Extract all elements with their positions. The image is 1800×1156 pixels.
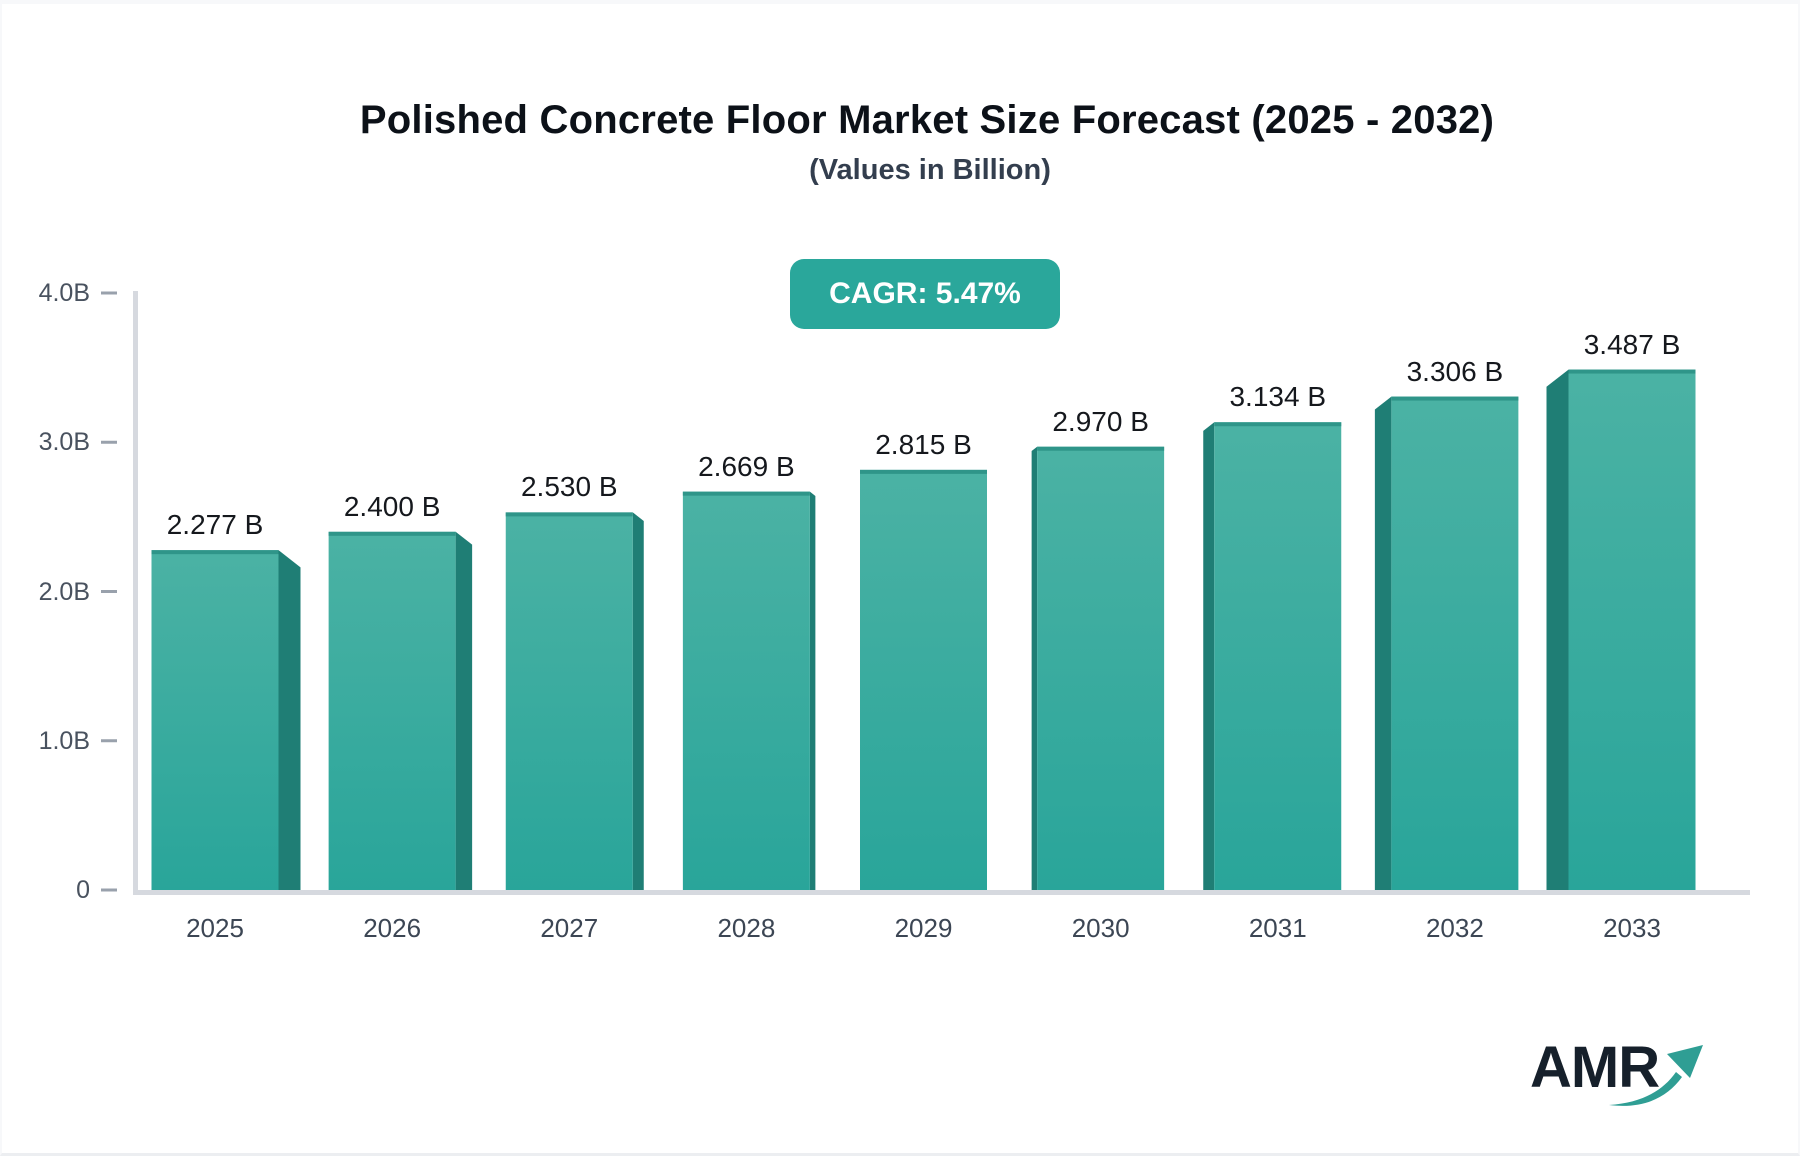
bar-top-edge	[328, 531, 456, 536]
bar-top-edge	[151, 550, 279, 555]
bar-front-face	[860, 469, 987, 890]
y-tick-mark	[101, 888, 117, 892]
x-axis-category-label: 2029	[894, 913, 953, 943]
bar-top-edge	[505, 512, 633, 517]
x-axis-line	[133, 890, 1750, 895]
y-axis-tick-label: 4.0B	[38, 279, 90, 307]
cagr-badge: CAGR: 5.47%	[790, 259, 1060, 329]
bar-value-label: 3.134 B	[1229, 381, 1327, 413]
bar-side-face	[455, 531, 473, 890]
y-axis-tick-label: 2.0B	[38, 577, 90, 606]
x-axis-category-label: 2031	[1248, 913, 1307, 943]
bar-top-edge	[1391, 396, 1519, 401]
y-tick-mark	[101, 440, 117, 444]
bar-chart-plot: 0 1.0B 2.0B 3.0B 4.0B 2.277 B 2025 2.400 B 2026 2…	[2, 4, 1798, 1153]
bar-front-face	[1214, 422, 1342, 890]
bar-front-face	[1037, 446, 1165, 890]
bar-value-label: 2.815 B	[875, 428, 972, 460]
bar-top-edge	[1214, 422, 1342, 427]
y-tick-mark	[101, 739, 117, 743]
bar-front-face	[151, 550, 279, 890]
bar-front-face	[328, 531, 456, 890]
growth-arrow-icon	[1609, 1045, 1703, 1106]
bar-side-face	[632, 512, 644, 890]
y-axis-line	[133, 291, 138, 895]
bar-value-label: 3.306 B	[1406, 355, 1504, 387]
y-axis-tick-label: 3.0B	[38, 428, 90, 457]
bar-top-edge	[1568, 369, 1696, 374]
bar-side-face	[1374, 396, 1392, 890]
bar-front-face	[682, 491, 810, 890]
x-axis-category-label: 2033	[1603, 913, 1661, 943]
y-axis-tick-label: 0	[76, 876, 90, 904]
bar-value-label: 2.400 B	[343, 490, 441, 522]
x-axis-category-label: 2032	[1425, 913, 1484, 943]
bar-value-label: 2.669 B	[698, 450, 795, 482]
bar-value-label: 2.970 B	[1052, 405, 1149, 437]
chart-title: Polished Concrete Floor Market Size Fore…	[359, 98, 1495, 142]
x-axis-category-label: 2030	[1071, 913, 1130, 943]
bar-top-edge	[860, 469, 987, 474]
bar-value-label: 2.530 B	[520, 471, 618, 503]
x-axis-category-label: 2028	[717, 913, 776, 943]
bar-front-face	[505, 512, 633, 890]
y-axis-tick-label: 1.0B	[38, 726, 90, 755]
x-axis-category-label: 2026	[363, 913, 422, 943]
bar-front-face	[1568, 369, 1696, 890]
bar-value-label: 2.277 B	[166, 509, 264, 541]
brand-logo-text: AMR	[1530, 1035, 1660, 1100]
y-tick-mark	[101, 590, 117, 593]
bar-top-edge	[1037, 446, 1165, 451]
bar-side-face	[1546, 369, 1569, 890]
bar-side-face	[809, 491, 816, 890]
bar-side-face	[278, 550, 301, 890]
bar-top-edge	[682, 491, 810, 496]
x-axis-category-label: 2025	[186, 913, 244, 943]
bar-front-face	[1391, 396, 1519, 890]
bar-side-face	[1203, 422, 1215, 890]
x-axis-category-label: 2027	[540, 913, 599, 943]
bar-side-face	[1031, 446, 1038, 890]
bar-value-label: 3.487 B	[1583, 328, 1681, 360]
y-tick-mark	[101, 291, 117, 295]
chart-subtitle: (Values in Billion)	[809, 154, 1051, 186]
brand-logo: AMR	[1530, 1038, 1730, 1118]
